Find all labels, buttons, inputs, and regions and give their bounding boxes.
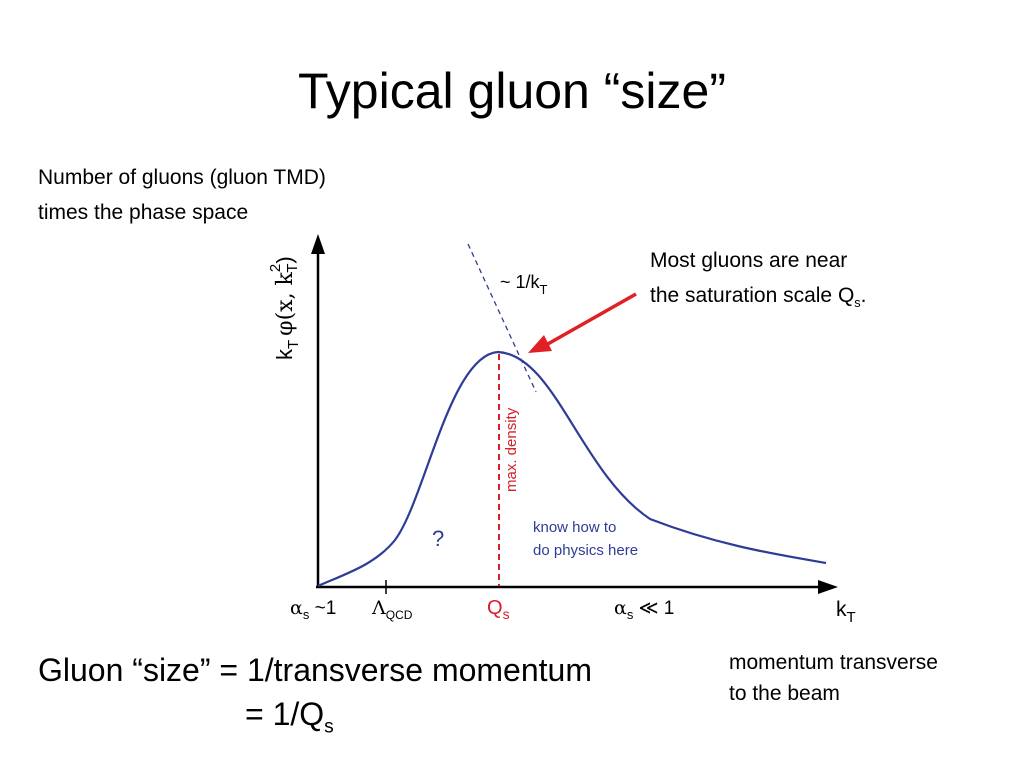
x-axis-arrow <box>818 580 838 594</box>
slide-title: Typical gluon “size” <box>298 63 726 119</box>
x-axis-label: kT <box>836 598 856 626</box>
asymptote-label: ~ 1/kT <box>500 272 548 297</box>
qs-label: Qs <box>487 597 510 622</box>
y-axis-label: kTφ(x, k2T) <box>267 256 302 360</box>
asymptote-line <box>467 243 537 393</box>
description-line-1: Number of gluons (gluon TMD) <box>38 166 326 189</box>
annotation-arrow-head <box>528 335 552 353</box>
annotation-arrow <box>545 292 637 347</box>
description-line-2: times the phase space <box>38 201 249 224</box>
momentum-note-line-2: to the beam <box>729 682 840 705</box>
annotation-line-2: the saturation scale Qs. <box>650 284 867 311</box>
alpha-weak-label: αs ≪ 1 <box>614 597 674 622</box>
momentum-note: momentum transverse to the beam <box>729 647 938 709</box>
annotation-line-1: Most gluons are near <box>650 249 848 272</box>
unknown-region-mark: ? <box>432 526 444 551</box>
lambda-qcd-label: ΛQCD <box>371 597 413 622</box>
gluon-size-result: = 1/Qs <box>245 696 334 738</box>
known-region-label: know how to do physics here <box>533 519 638 559</box>
plot-description: Number of gluons (gluon TMD) times the p… <box>38 160 326 230</box>
max-density-label: max. density <box>503 407 520 492</box>
saturation-annotation: Most gluons are near the saturation scal… <box>650 243 866 321</box>
momentum-note-line-1: momentum transverse <box>729 651 938 674</box>
alpha-strong-label: αs ~1 <box>290 597 336 622</box>
distribution-curve <box>317 350 827 588</box>
gluon-size-equation: Gluon “size” = 1/transverse momentum <box>38 652 592 688</box>
y-axis-arrow <box>311 234 325 254</box>
